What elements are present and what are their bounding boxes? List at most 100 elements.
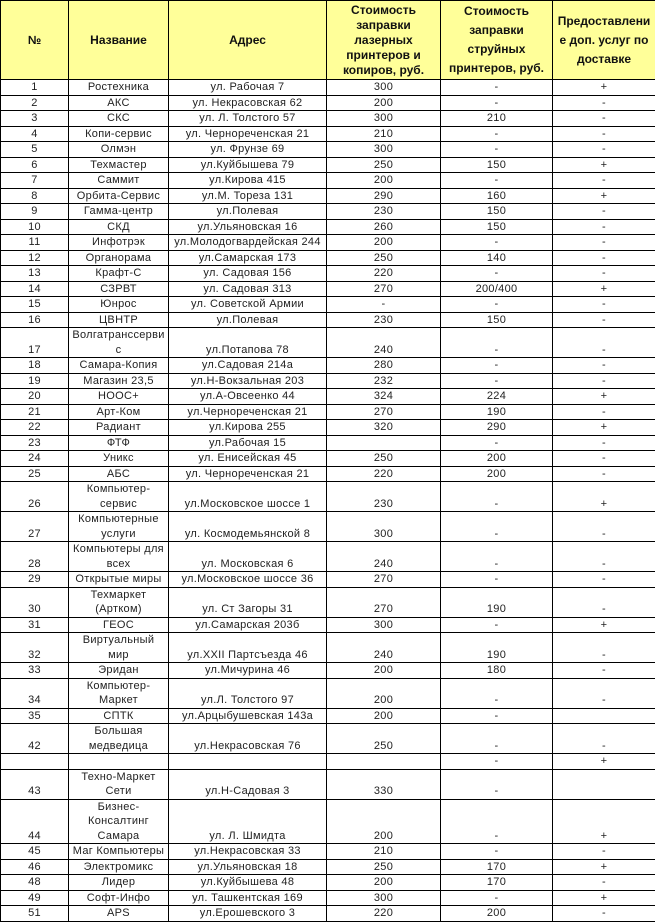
cell-inkjet-price: 190 xyxy=(441,404,553,420)
cell-name: Виртуальный мир xyxy=(69,633,169,663)
cell-inkjet-price: 150 xyxy=(441,312,553,328)
cell-delivery: - xyxy=(553,373,655,389)
cell-delivery: - xyxy=(553,312,655,328)
cell-inkjet-price: 200/400 xyxy=(441,281,553,297)
cell-inkjet-price: 190 xyxy=(441,633,553,663)
cell-address: ул.Потапова 78 xyxy=(169,328,327,358)
cell-inkjet-price: - xyxy=(441,617,553,633)
cell-num: 27 xyxy=(1,512,69,542)
cell-address: ул.Ульяновская 18 xyxy=(169,859,327,875)
cell-name: Волгатранссерви с xyxy=(69,328,169,358)
cell-laser-price: 210 xyxy=(327,126,441,142)
cell-name: Самара-Копия xyxy=(69,358,169,374)
cell-num: 14 xyxy=(1,281,69,297)
cell-laser-price: 270 xyxy=(327,587,441,617)
cell-num: 8 xyxy=(1,188,69,204)
cell-address: ул.Л. Толстого 97 xyxy=(169,678,327,708)
cell-name: АКС xyxy=(69,95,169,111)
cell-num: 48 xyxy=(1,875,69,891)
cell-address: ул. Л. Толстого 57 xyxy=(169,111,327,127)
cell-delivery: - xyxy=(553,404,655,420)
cell-laser-price: 200 xyxy=(327,173,441,189)
cell-address: ул. Чернореченская 21 xyxy=(169,126,327,142)
cell-name: ГЕОС xyxy=(69,617,169,633)
cell-address: ул. Космодемьянской 8 xyxy=(169,512,327,542)
cell-name: Компьютеры для всех xyxy=(69,542,169,572)
cell-num: 1 xyxy=(1,80,69,96)
cell-address: ул.Кирова 415 xyxy=(169,173,327,189)
cell-delivery: - xyxy=(553,328,655,358)
cell-delivery: - xyxy=(553,219,655,235)
header-laser-price: Стоимость заправки лазерных принтеров и … xyxy=(327,1,441,80)
cell-inkjet-price: - xyxy=(441,769,553,799)
cell-name: Радиант xyxy=(69,420,169,436)
cell-address: ул.Ульяновская 16 xyxy=(169,219,327,235)
cell-laser-price: 300 xyxy=(327,80,441,96)
cell-name: СЗРВТ xyxy=(69,281,169,297)
cell-inkjet-price: - xyxy=(441,173,553,189)
cell-delivery: - xyxy=(553,844,655,860)
cell-delivery: - xyxy=(553,451,655,467)
cell-name: Открытые миры xyxy=(69,572,169,588)
cell-num: 12 xyxy=(1,250,69,266)
cell-delivery: + xyxy=(553,420,655,436)
cell-num: 7 xyxy=(1,173,69,189)
cell-address: ул. Рабочая 7 xyxy=(169,80,327,96)
cell-name: Инфотрэк xyxy=(69,235,169,251)
cell-delivery: - xyxy=(553,358,655,374)
cell-laser-price: 300 xyxy=(327,617,441,633)
cell-laser-price: 250 xyxy=(327,157,441,173)
cell-num: 2 xyxy=(1,95,69,111)
cell-delivery: - xyxy=(553,724,655,754)
cell-name: НООС+ xyxy=(69,389,169,405)
cell-name: Олмэн xyxy=(69,142,169,158)
cell-name: СКС xyxy=(69,111,169,127)
header-name: Название xyxy=(69,1,169,80)
cell-name: Орбита-Сервис xyxy=(69,188,169,204)
cell-address: ул.Некрасовская 33 xyxy=(169,844,327,860)
cell-address: ул. Ст Загоры 31 xyxy=(169,587,327,617)
cell-laser-price: 200 xyxy=(327,95,441,111)
cell-address: ул.Куйбышева 48 xyxy=(169,875,327,891)
cell-inkjet-price: - xyxy=(441,512,553,542)
cell-inkjet-price: - xyxy=(441,890,553,906)
cell-num: 11 xyxy=(1,235,69,251)
cell-name: Техно-Маркет Сети xyxy=(69,769,169,799)
cell-name: Саммит xyxy=(69,173,169,189)
cell-num: 10 xyxy=(1,219,69,235)
cell-address: ул.Н-Садовая 3 xyxy=(169,769,327,799)
cell-address: ул.Кирова 255 xyxy=(169,420,327,436)
cell-num: 46 xyxy=(1,859,69,875)
cell-address: ул. Чернореченская 21 xyxy=(169,466,327,482)
cell-laser-price xyxy=(327,754,441,770)
cell-address: ул.Полевая xyxy=(169,312,327,328)
cell-name: Большая медведица xyxy=(69,724,169,754)
cell-name: АБС xyxy=(69,466,169,482)
cell-laser-price: 320 xyxy=(327,420,441,436)
cell-inkjet-price: - xyxy=(441,799,553,844)
cell-name: Органорама xyxy=(69,250,169,266)
cell-delivery: - xyxy=(553,250,655,266)
cell-laser-price: 250 xyxy=(327,451,441,467)
cell-name: Лидер xyxy=(69,875,169,891)
cell-laser-price: 240 xyxy=(327,633,441,663)
cell-name: Софт-Инфо xyxy=(69,890,169,906)
cell-delivery: - xyxy=(553,572,655,588)
cell-num: 20 xyxy=(1,389,69,405)
